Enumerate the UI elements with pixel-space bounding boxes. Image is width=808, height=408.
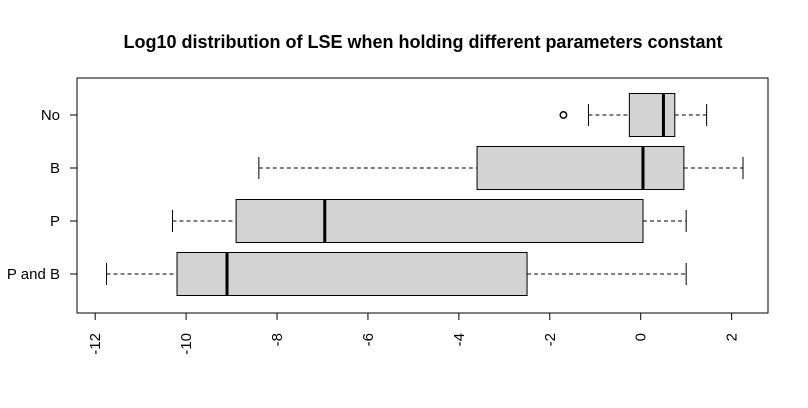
- plot-frame: [76, 77, 769, 314]
- y-axis: No B P P and B: [7, 107, 77, 283]
- x-tick-label: -8: [269, 333, 286, 346]
- box-group: [171, 199, 687, 243]
- box-group: [258, 146, 744, 190]
- group-label: P and B: [7, 266, 60, 283]
- group-label: No: [41, 107, 60, 124]
- group-label: B: [50, 160, 60, 177]
- group-label: P: [50, 213, 60, 230]
- x-tick-label: 0: [633, 333, 650, 341]
- x-axis: -12 -10 -8 -6 -4 -2 0 2: [87, 313, 741, 355]
- box-group: [106, 252, 687, 296]
- x-tick-label: -2: [542, 333, 559, 346]
- box: [235, 199, 644, 243]
- x-tick-label: -12: [87, 333, 104, 355]
- box: [628, 93, 676, 137]
- box: [476, 146, 685, 190]
- x-tick-label: -4: [451, 333, 468, 346]
- outlier-point: [559, 111, 568, 119]
- x-tick-label: -10: [178, 333, 195, 355]
- x-tick-label: 2: [724, 333, 741, 341]
- chart-title: Log10 distribution of LSE when holding d…: [123, 32, 722, 52]
- box-group: [559, 93, 708, 137]
- box: [176, 252, 528, 296]
- boxplot-series: [106, 93, 744, 296]
- x-tick-label: -6: [360, 333, 377, 346]
